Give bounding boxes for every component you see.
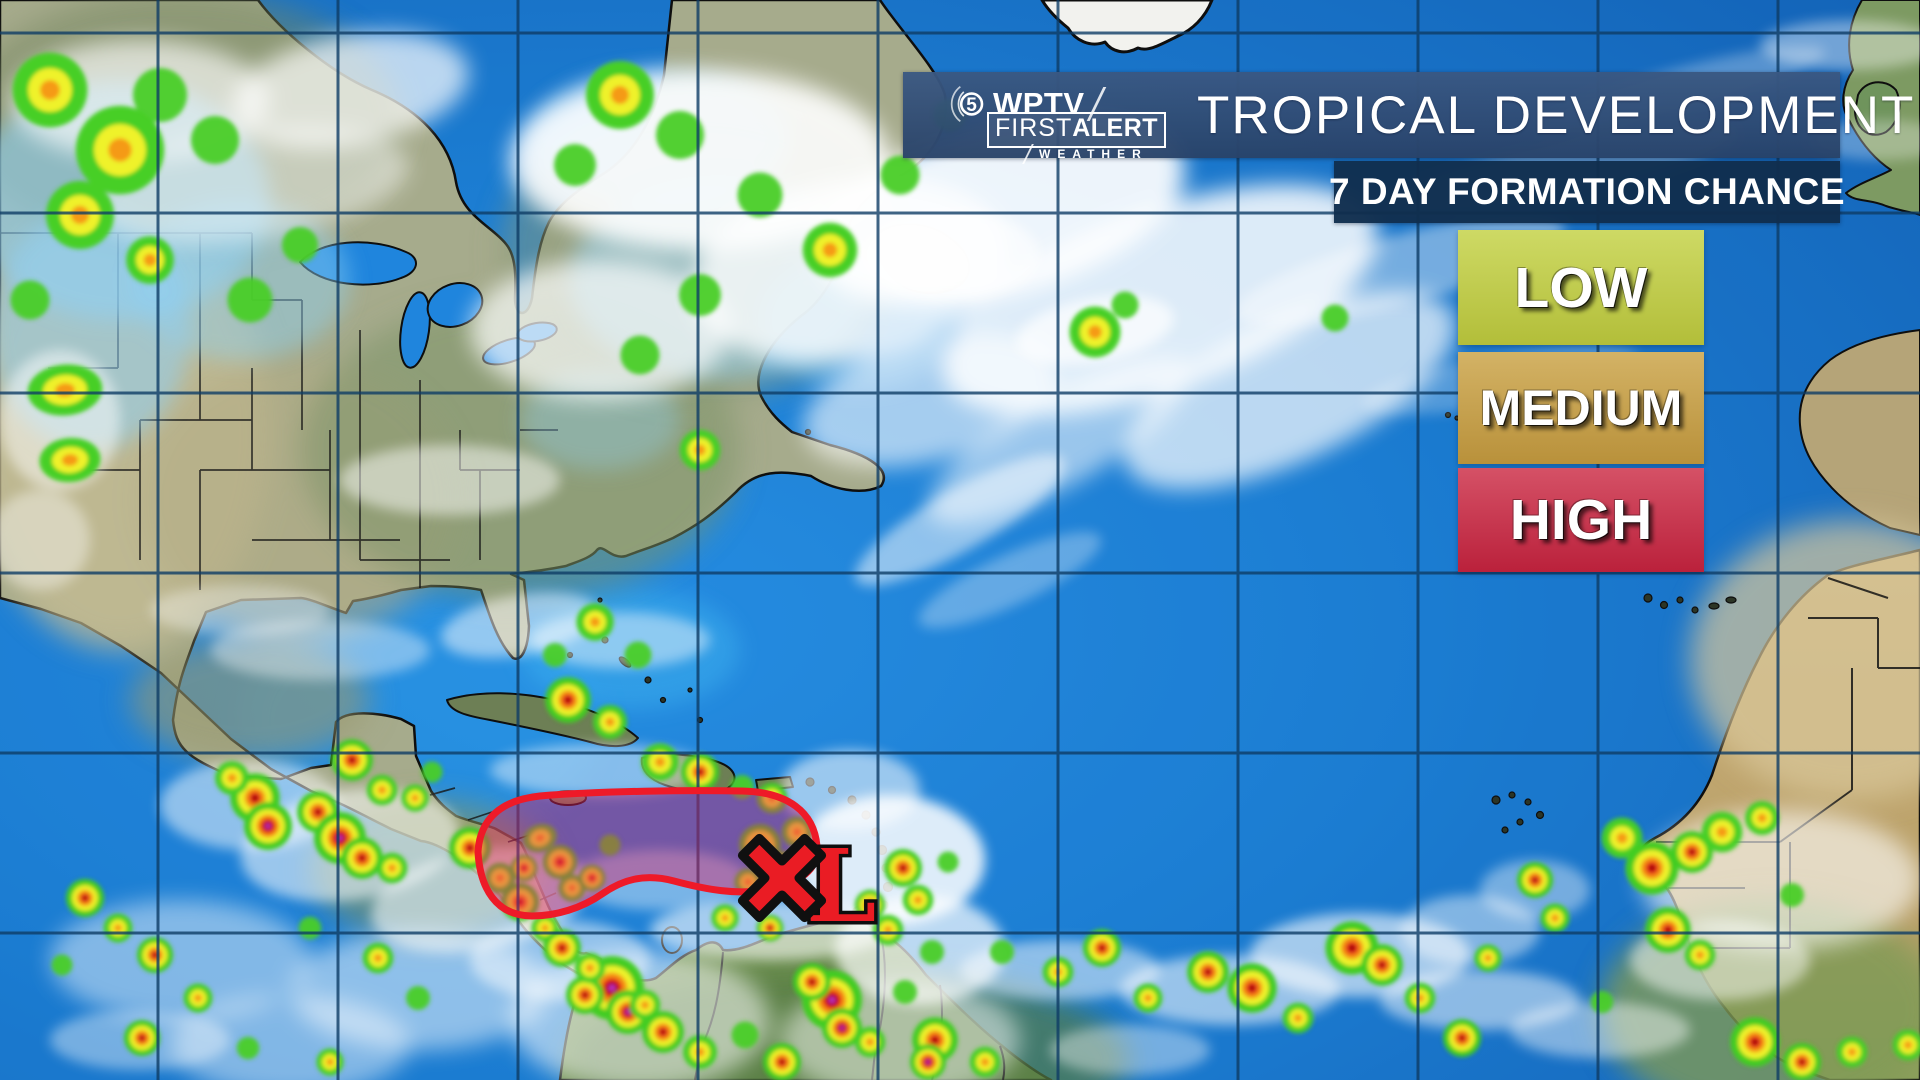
low-pressure-label: L: [806, 827, 876, 945]
first-alert-box: FIRSTALERT: [987, 112, 1167, 148]
wptv-first-alert-logo: 5 WPTV FIRSTALERT WEATHER: [943, 74, 1173, 164]
legend-item-low: LOW: [1458, 230, 1704, 345]
legend-label-low: LOW: [1514, 255, 1648, 320]
legend-item-high: HIGH: [1458, 468, 1704, 572]
legend-item-medium: MEDIUM: [1458, 352, 1704, 464]
subtitle-label: 7 DAY FORMATION CHANCE: [1328, 171, 1846, 212]
call-letters: WPTV: [993, 86, 1085, 121]
legend-label-medium: MEDIUM: [1479, 380, 1683, 436]
disturbance-x-marker-icon: [737, 833, 827, 923]
page-title: TROPICAL DEVELOPMENT: [1197, 85, 1916, 145]
subtitle-banner: 7 DAY FORMATION CHANCE: [1329, 161, 1845, 223]
brand-first: FIRST: [995, 114, 1073, 142]
iberia: [1798, 329, 1920, 536]
legend-label-high: HIGH: [1509, 488, 1653, 552]
brand-alert: ALERT: [1072, 114, 1159, 142]
brand-weather: WEATHER: [1039, 147, 1148, 161]
header-banner: 5 WPTV FIRSTALERT WEATHER TROPICAL DEVEL…: [903, 72, 1913, 164]
channel-number: 5: [966, 95, 977, 116]
radar-swirl-icon: 5: [950, 85, 984, 123]
